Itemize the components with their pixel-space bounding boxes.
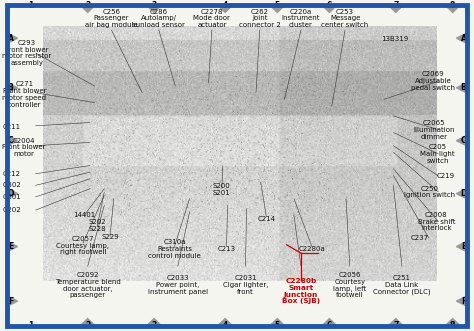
Text: B: B: [8, 83, 13, 92]
Polygon shape: [7, 82, 18, 93]
Text: C214: C214: [257, 216, 275, 222]
Text: C271
Front blower
motor speed
controller: C271 Front blower motor speed controller: [2, 81, 46, 108]
Text: F: F: [461, 297, 466, 306]
Text: B: B: [461, 83, 466, 92]
Polygon shape: [445, 319, 460, 326]
Polygon shape: [7, 188, 18, 199]
Text: 7: 7: [393, 321, 399, 330]
Text: C: C: [8, 136, 13, 145]
Text: C251
Data Link
Connector (DLC): C251 Data Link Connector (DLC): [373, 275, 431, 295]
Text: F: F: [8, 297, 13, 306]
Text: C253
Message
center switch: C253 Message center switch: [321, 9, 369, 28]
Polygon shape: [80, 5, 95, 12]
Polygon shape: [456, 33, 467, 43]
Text: S229: S229: [101, 234, 119, 240]
Polygon shape: [218, 319, 233, 326]
Text: A: A: [8, 34, 13, 43]
Polygon shape: [445, 5, 460, 12]
Text: 5: 5: [275, 321, 280, 330]
Polygon shape: [388, 5, 403, 12]
Text: C2280a: C2280a: [299, 246, 325, 252]
Text: C256
Passenger
air bag module: C256 Passenger air bag module: [85, 9, 138, 28]
Text: C2056
Courtesy
lamp, left
footwell: C2056 Courtesy lamp, left footwell: [333, 272, 366, 298]
Text: C262
Joint
connector 2: C262 Joint connector 2: [239, 9, 281, 28]
Text: C250
Ignition switch: C250 Ignition switch: [404, 186, 455, 198]
Polygon shape: [7, 296, 18, 307]
Text: C: C: [461, 136, 466, 145]
Text: C2069
Adjustable
pedal switch: C2069 Adjustable pedal switch: [411, 71, 455, 91]
Text: C2033
Power point,
instrument panel: C2033 Power point, instrument panel: [148, 275, 208, 295]
Text: C2004
Front blower
motor: C2004 Front blower motor: [2, 138, 46, 157]
Polygon shape: [146, 5, 162, 12]
Text: 3: 3: [151, 321, 157, 330]
Text: 13B319: 13B319: [382, 36, 409, 42]
Text: C213: C213: [218, 246, 236, 252]
Text: C2031
Cigar lighter,
front: C2031 Cigar lighter, front: [223, 275, 268, 295]
Text: C205
Main light
switch: C205 Main light switch: [420, 144, 455, 164]
Text: 2: 2: [85, 1, 91, 10]
Polygon shape: [456, 135, 467, 146]
Text: C2065
Illumination
dimmer: C2065 Illumination dimmer: [413, 120, 455, 140]
Text: S200
S201: S200 S201: [213, 183, 231, 196]
Text: C219: C219: [437, 173, 455, 179]
Text: 5: 5: [275, 1, 280, 10]
Text: E: E: [461, 242, 466, 251]
Text: C212: C212: [2, 171, 20, 177]
Text: 2: 2: [85, 321, 91, 330]
Text: 1: 1: [28, 1, 34, 10]
Polygon shape: [80, 319, 95, 326]
Text: 6: 6: [327, 1, 332, 10]
Polygon shape: [218, 5, 233, 12]
Text: 3: 3: [151, 1, 157, 10]
Polygon shape: [270, 5, 285, 12]
Polygon shape: [7, 33, 18, 43]
Text: C237: C237: [411, 235, 429, 241]
Text: C2280b
Smart
Junction
Box (SJB): C2280b Smart Junction Box (SJB): [282, 278, 320, 304]
Text: C286
Autolamp/
sunload sensor: C286 Autolamp/ sunload sensor: [132, 9, 185, 28]
Text: 6: 6: [327, 321, 332, 330]
Polygon shape: [456, 188, 467, 199]
Text: C2278
Mode door
actuator: C2278 Mode door actuator: [193, 9, 230, 28]
Text: E: E: [8, 242, 13, 251]
Polygon shape: [388, 319, 403, 326]
Polygon shape: [456, 296, 467, 307]
Text: S202
S228: S202 S228: [88, 219, 106, 232]
Text: D: D: [460, 189, 467, 198]
Polygon shape: [7, 241, 18, 252]
Text: 7: 7: [393, 1, 399, 10]
Text: 14401: 14401: [73, 212, 95, 218]
Text: C2057
Courtesy lamp,
right footwell: C2057 Courtesy lamp, right footwell: [56, 236, 109, 255]
Text: 4: 4: [222, 321, 228, 330]
Polygon shape: [456, 82, 467, 93]
Text: C2092
Temperature blend
door actuator,
passenger: C2092 Temperature blend door actuator, p…: [55, 272, 120, 298]
Text: C293
Front blower
motor resistor
assembly: C293 Front blower motor resistor assembl…: [2, 40, 52, 66]
Polygon shape: [322, 319, 337, 326]
Text: 8: 8: [450, 1, 456, 10]
Polygon shape: [7, 135, 18, 146]
Polygon shape: [146, 319, 162, 326]
Text: A: A: [461, 34, 466, 43]
Text: C220a
Instrument
cluster: C220a Instrument cluster: [282, 9, 320, 28]
Text: G202: G202: [2, 207, 21, 213]
Text: D: D: [7, 189, 14, 198]
Text: G201: G201: [2, 194, 21, 200]
Text: 4: 4: [222, 1, 228, 10]
Text: G302: G302: [2, 182, 21, 188]
Polygon shape: [456, 241, 467, 252]
Text: C211: C211: [2, 124, 20, 130]
Text: 8: 8: [450, 321, 456, 330]
Polygon shape: [270, 319, 285, 326]
Text: C2008
Brake shift
interlock: C2008 Brake shift interlock: [418, 212, 455, 231]
Text: C310a
Restraints
control module: C310a Restraints control module: [148, 239, 201, 259]
Polygon shape: [322, 5, 337, 12]
Text: 1: 1: [28, 321, 34, 330]
